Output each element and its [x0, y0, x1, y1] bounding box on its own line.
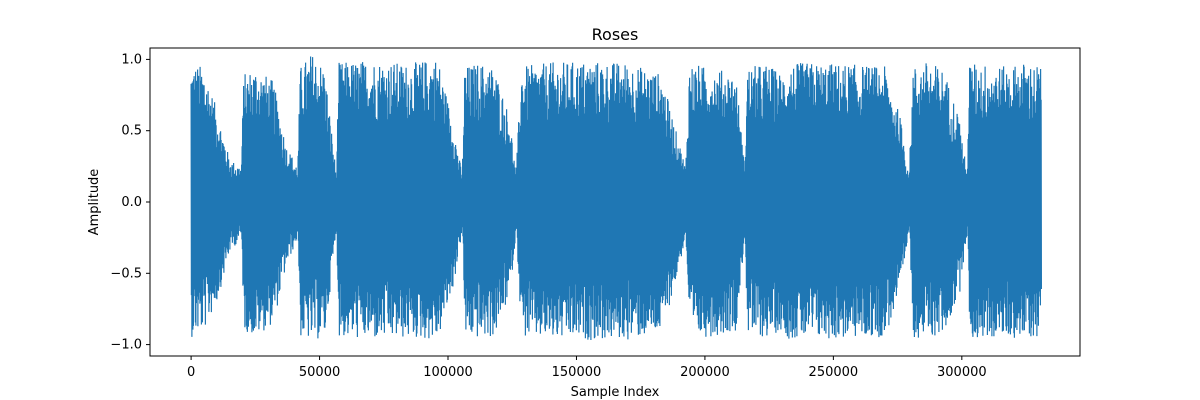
waveform-series-line [190, 56, 1042, 341]
y-tick-label: 1.0 [121, 52, 142, 67]
x-tick-label: 250000 [809, 365, 859, 380]
series-layer [190, 56, 1042, 341]
x-tick-label: 100000 [423, 365, 473, 380]
x-tick-label: 150000 [552, 365, 602, 380]
y-tick-label: 0.5 [121, 124, 142, 139]
x-tick-label: 50000 [299, 365, 340, 380]
x-tick-label: 0 [187, 365, 195, 380]
x-axis-label: Sample Index [571, 385, 660, 400]
plot-area [149, 47, 1081, 357]
y-tick-label: −1.0 [110, 338, 142, 353]
x-tick-label: 300000 [937, 365, 987, 380]
chart-title: Roses [592, 25, 639, 44]
y-axis-label: Amplitude [87, 169, 102, 236]
x-tick-label: 200000 [680, 365, 730, 380]
y-tick-label: 0.0 [121, 195, 142, 210]
x-axis: 0 50000 100000 150000 200000 250000 300000 [187, 356, 987, 380]
y-axis: −1.0 −0.5 0.0 0.5 1.0 [110, 52, 150, 353]
y-tick-label: −0.5 [110, 266, 142, 281]
